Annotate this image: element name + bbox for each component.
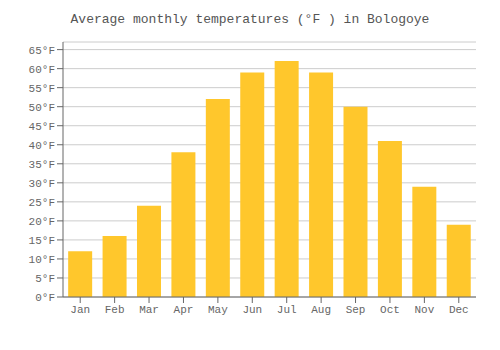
svg-text:Oct: Oct — [380, 304, 400, 316]
svg-text:Dec: Dec — [449, 304, 469, 316]
svg-text:20°F: 20°F — [29, 216, 55, 228]
html-text:Average monthly temperatures (: Average monthly temperatures (°F ) in Bo… — [70, 12, 430, 27]
svg-text:Jan: Jan — [70, 304, 90, 316]
svg-text:Jun: Jun — [242, 304, 262, 316]
svg-text:Nov: Nov — [414, 304, 434, 316]
svg-text:5°F: 5°F — [35, 273, 55, 285]
svg-text:Mar: Mar — [139, 304, 159, 316]
svg-text:Feb: Feb — [105, 304, 125, 316]
svg-text:0°F: 0°F — [35, 292, 55, 304]
svg-text:Sep: Sep — [346, 304, 366, 316]
svg-text:Apr: Apr — [174, 304, 194, 316]
svg-text:65°F: 65°F — [29, 45, 55, 57]
svg-text:30°F: 30°F — [29, 178, 55, 190]
svg-text:10°F: 10°F — [29, 254, 55, 266]
svg-text:May: May — [208, 304, 228, 316]
svg-text:Jul: Jul — [277, 304, 297, 316]
svg-text:50°F: 50°F — [29, 102, 55, 114]
svg-text:15°F: 15°F — [29, 235, 55, 247]
svg-text:60°F: 60°F — [29, 64, 55, 76]
svg-text:25°F: 25°F — [29, 197, 55, 209]
svg-text:40°F: 40°F — [29, 140, 55, 152]
svg-text:55°F: 55°F — [29, 83, 55, 95]
svg-text:Aug: Aug — [311, 304, 331, 316]
svg-text:35°F: 35°F — [29, 159, 55, 171]
svg-text:45°F: 45°F — [29, 121, 55, 133]
